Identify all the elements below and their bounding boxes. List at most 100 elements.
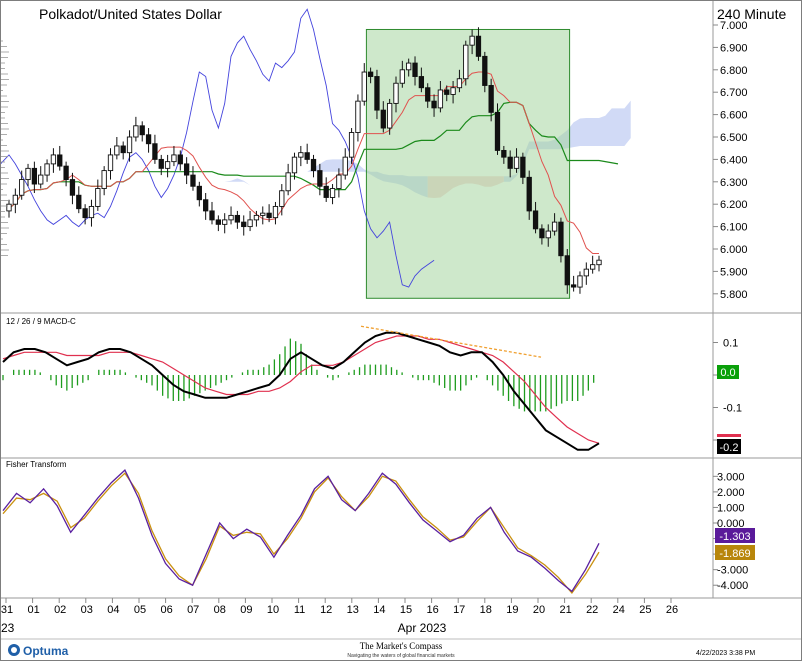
candle-body [171, 154, 177, 163]
candle-body [260, 212, 266, 216]
time-tick-label: 19 [506, 604, 518, 616]
macd-readout-neg-text: -0.2 [720, 442, 739, 454]
candle-body [272, 205, 279, 219]
fisher-tick-label: 3.000 [717, 471, 745, 483]
macd-readout-zero-text: 0.0 [720, 367, 735, 379]
fisher-label: Fisher Transform [6, 460, 67, 469]
candle-body [482, 55, 488, 86]
volume-profile [1, 40, 9, 256]
candle-body [304, 152, 310, 160]
time-tick-label: 12 [320, 604, 332, 616]
candle-body [469, 35, 475, 46]
candle-body [374, 76, 380, 111]
candle-body [6, 203, 12, 212]
time-tick-label: 26 [666, 604, 678, 616]
candle-body [228, 214, 234, 221]
time-tick-label: 11 [294, 604, 305, 616]
candle-body [279, 190, 285, 207]
time-tick-label: 24 [613, 604, 625, 616]
price-tick-label: 6.000 [720, 244, 748, 256]
time-tick-label: 08 [214, 604, 226, 616]
price-tick-label: 6.900 [720, 42, 748, 54]
price-tick-label: 6.400 [720, 154, 748, 166]
candle-body [520, 156, 526, 178]
fisher-readout-1-text: -1.303 [719, 531, 750, 543]
time-axis-month-label: Apr 2023 [398, 621, 447, 635]
candle-body [133, 125, 139, 138]
candle-body [203, 199, 209, 212]
candle-body [596, 259, 602, 266]
time-tick-label: 21 [559, 604, 571, 616]
candle-body [139, 125, 145, 136]
time-tick-label: 04 [107, 604, 119, 616]
candle-body [583, 268, 589, 277]
price-tick-label: 6.800 [720, 65, 748, 77]
candle-body [126, 136, 133, 154]
fisher-readout-2-text: -1.869 [719, 548, 750, 560]
time-tick-label: 18 [480, 604, 492, 616]
tenkan-sen-line [8, 71, 599, 254]
candle-body [215, 219, 222, 225]
candle-body [101, 170, 107, 189]
candle-body [323, 185, 329, 198]
candle-body [63, 165, 69, 181]
time-tick-label: 07 [187, 604, 199, 616]
time-tick-label: 06 [160, 604, 172, 616]
candle-body [507, 156, 513, 169]
footer-tagline: Navigating the waters of global financia… [347, 653, 455, 659]
candle-body [164, 161, 171, 169]
macd-tick-label: 0.1 [723, 338, 738, 350]
time-axis: 31 01 02 03 04 05 06 07 08 09 10 11 12 13 14 15 16 17 18 19… [1, 598, 678, 616]
fisher-tick-label: 0.000 [717, 518, 745, 530]
time-tick-label: 16 [426, 604, 438, 616]
optuma-brand-text: Optuma [23, 644, 69, 658]
time-tick-label: 03 [81, 604, 93, 616]
candle-body [399, 69, 405, 84]
macd-signal-line [2, 335, 600, 444]
time-tick-label: 05 [134, 604, 146, 616]
candle-body [463, 44, 469, 80]
candle-body [367, 71, 374, 77]
candle-body [577, 275, 583, 288]
candle-body [152, 143, 158, 160]
candle-body [380, 109, 386, 129]
candle-body [158, 158, 164, 169]
fisher-trigger-line [2, 472, 600, 595]
macd-tick-label: -0.1 [723, 403, 742, 415]
price-axis: 5.800 5.900 6.000 6.100 6.200 6.300 6.400 6.500… [713, 20, 748, 301]
candle-body [526, 176, 532, 212]
candle-body [183, 163, 190, 176]
time-tick-label: 31 [1, 604, 13, 616]
time-tick-label: 20 [533, 604, 545, 616]
candle-body [177, 154, 183, 165]
fisher-tick-label: -4.000 [717, 580, 748, 592]
candle-body [50, 154, 57, 165]
candle-body [114, 145, 120, 156]
candle-body [266, 212, 272, 219]
candle-body [88, 205, 95, 219]
candle-body [241, 221, 247, 228]
price-tick-label: 5.800 [720, 289, 748, 301]
candle-body [25, 167, 31, 181]
price-tick-label: 6.500 [720, 132, 748, 144]
time-tick-label: 02 [54, 604, 66, 616]
candle-body [418, 76, 425, 89]
chikou-span-line [1, 8, 435, 288]
candle-body [564, 255, 570, 286]
candle-body [291, 156, 298, 174]
candle-body [386, 102, 393, 129]
candle-body [196, 185, 202, 201]
candle-body [456, 78, 463, 89]
candle-body [31, 167, 38, 185]
candle-body [120, 145, 126, 154]
candle-body [247, 219, 253, 228]
footer-title: The Market's Compass [360, 641, 443, 651]
candle-body [590, 264, 596, 270]
footer-timestamp: 4/22/2023 3:38 PM [696, 650, 755, 657]
fisher-tick-label: 2.000 [717, 487, 745, 499]
candle-body [209, 210, 215, 221]
candle-body [76, 194, 82, 210]
candle-body [253, 214, 260, 221]
candle-body [558, 221, 564, 257]
